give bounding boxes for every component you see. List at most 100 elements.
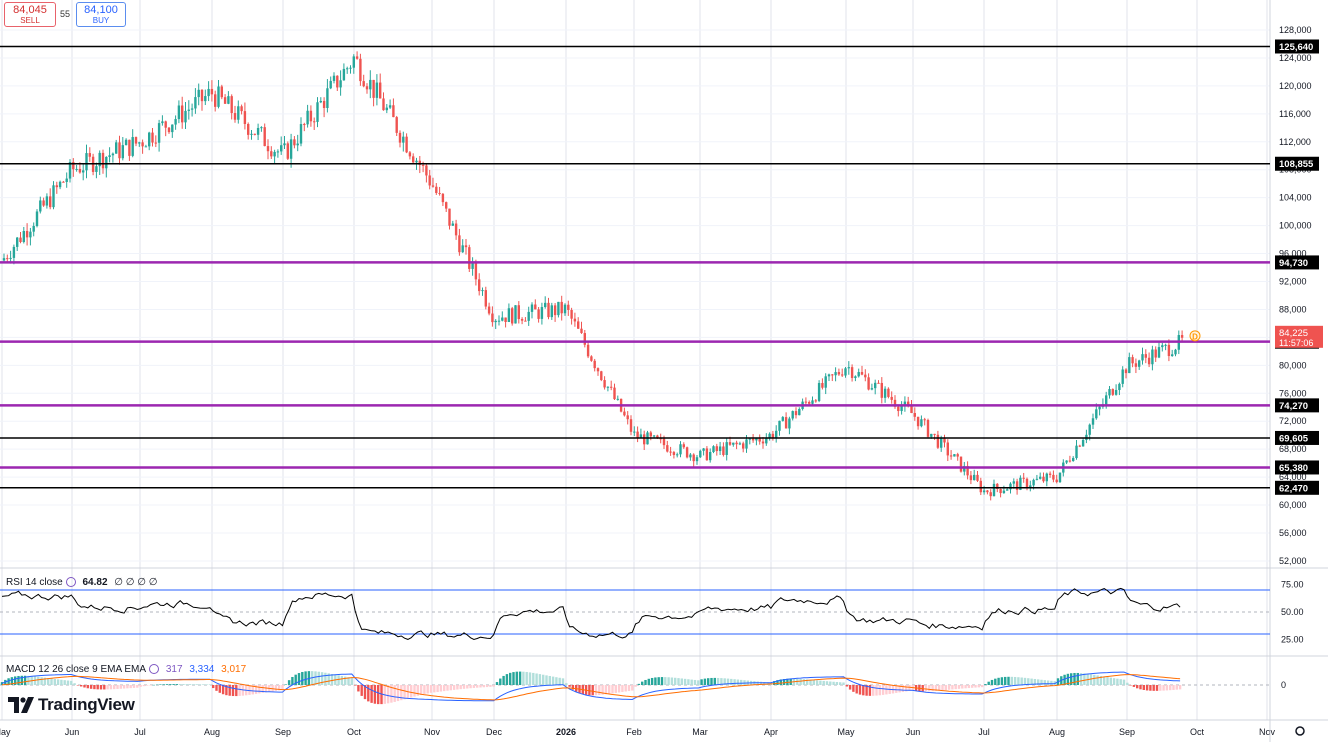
macd-histogram-bar bbox=[1007, 676, 1010, 685]
macd-histogram-bar bbox=[0, 682, 4, 685]
candle-body bbox=[791, 411, 794, 419]
time-axis-label: May bbox=[0, 727, 11, 737]
candle-body bbox=[336, 75, 339, 88]
macd-histogram-bar bbox=[360, 685, 363, 696]
candle-body bbox=[537, 309, 540, 319]
candle-body bbox=[210, 88, 214, 95]
candle-body bbox=[652, 435, 656, 437]
macd-histogram-bar bbox=[456, 685, 459, 690]
candle-body bbox=[464, 245, 468, 248]
candle-body bbox=[943, 437, 946, 443]
candle-body bbox=[916, 416, 920, 427]
sell-label: SELL bbox=[20, 16, 40, 25]
candle-body bbox=[649, 432, 652, 437]
macd-histogram-bar bbox=[155, 684, 159, 686]
candle-body bbox=[171, 124, 174, 133]
eye-icon[interactable] bbox=[149, 664, 160, 674]
macd-histogram-bar bbox=[99, 685, 103, 690]
candle-body bbox=[1058, 472, 1062, 483]
macd-legend[interactable]: MACD 12 26 close 9 EMA EMA 317 3,334 3,0… bbox=[6, 664, 246, 675]
macd-histogram-bar bbox=[532, 672, 535, 685]
candle-body bbox=[316, 102, 319, 122]
candle-body bbox=[1019, 477, 1022, 490]
candle-body bbox=[1151, 349, 1154, 365]
candle-body bbox=[623, 411, 626, 416]
macd-histogram-bar bbox=[528, 672, 532, 685]
macd-histogram-bar bbox=[611, 685, 614, 694]
candle-body bbox=[435, 186, 438, 193]
candle-body bbox=[263, 127, 266, 147]
level-price-label: 65,380 bbox=[1279, 463, 1308, 474]
macd-histogram-bar bbox=[845, 685, 848, 687]
macd-histogram-bar bbox=[495, 682, 499, 685]
candle-body bbox=[461, 245, 464, 253]
macd-histogram-bar bbox=[83, 685, 86, 688]
macd-histogram-bar bbox=[380, 685, 383, 705]
candle-body bbox=[689, 454, 692, 458]
macd-histogram-bar bbox=[967, 685, 971, 689]
candle-body bbox=[956, 454, 959, 457]
candle-body bbox=[458, 235, 461, 253]
macd-histogram-bar bbox=[825, 681, 829, 685]
macd-histogram-bar bbox=[146, 685, 149, 686]
price-tick-label: 120,000 bbox=[1279, 81, 1312, 91]
candle-body bbox=[923, 419, 926, 421]
candle-body bbox=[550, 305, 553, 318]
macd-histogram-bar bbox=[1106, 677, 1109, 685]
macd-histogram-bar bbox=[799, 678, 802, 685]
candle-body bbox=[603, 380, 606, 388]
macd-histogram-bar bbox=[538, 674, 542, 685]
eye-icon[interactable] bbox=[65, 577, 76, 587]
macd-histogram-bar bbox=[928, 685, 931, 692]
sell-button[interactable]: 84,045 SELL bbox=[4, 2, 56, 27]
rsi-legend[interactable]: RSI 14 close 64.82 ∅ ∅ ∅ ∅ bbox=[6, 577, 157, 588]
candle-body bbox=[613, 387, 616, 400]
candle-body bbox=[831, 374, 834, 376]
candle-body bbox=[220, 86, 223, 98]
candle-body bbox=[560, 301, 563, 314]
candle-body bbox=[2, 258, 6, 261]
candle-body bbox=[322, 100, 326, 109]
time-axis-label: Nov bbox=[424, 727, 441, 737]
macd-histogram-bar bbox=[119, 685, 122, 689]
macd-histogram-bar bbox=[782, 678, 786, 685]
candle-body bbox=[418, 160, 421, 165]
candle-body bbox=[105, 156, 108, 169]
candle-body bbox=[382, 98, 385, 111]
candle-body bbox=[765, 437, 768, 444]
candle-body bbox=[247, 124, 250, 135]
level-price-label: 108,855 bbox=[1279, 159, 1314, 170]
candle-body bbox=[804, 401, 808, 403]
macd-histogram-bar bbox=[281, 685, 284, 690]
macd-histogram-bar bbox=[1122, 679, 1126, 685]
macd-histogram-bar bbox=[492, 685, 495, 687]
candle-body bbox=[854, 376, 857, 378]
buy-button[interactable]: 84,100 BUY bbox=[76, 2, 126, 27]
macd-histogram-bar bbox=[76, 685, 80, 686]
macd-histogram-bar bbox=[274, 685, 278, 691]
macd-histogram-bar bbox=[320, 672, 324, 685]
macd-histogram-bar bbox=[1132, 685, 1136, 687]
macd-histogram-bar bbox=[472, 685, 476, 688]
macd-histogram-bar bbox=[195, 684, 198, 685]
candle-body bbox=[1052, 474, 1055, 480]
candle-body bbox=[507, 308, 511, 322]
candle-body bbox=[682, 444, 685, 448]
candle-body bbox=[402, 136, 405, 143]
macd-histogram-bar bbox=[977, 685, 980, 688]
candle-body bbox=[775, 430, 778, 439]
macd-title: MACD 12 26 close 9 EMA EMA bbox=[6, 664, 147, 675]
candle-body bbox=[1095, 409, 1098, 419]
macd-histogram-bar bbox=[225, 685, 228, 696]
tradingview-logo[interactable]: TradingView bbox=[8, 694, 135, 716]
macd-histogram-bar bbox=[806, 679, 809, 685]
macd-histogram-bar bbox=[403, 685, 406, 700]
macd-histogram-bar bbox=[1139, 685, 1142, 690]
macd-histogram-bar bbox=[1027, 678, 1030, 685]
candle-body bbox=[610, 386, 613, 388]
candle-body bbox=[887, 388, 890, 397]
macd-histogram-bar bbox=[340, 675, 344, 685]
time-axis-label: Feb bbox=[626, 727, 642, 737]
level-price-tag bbox=[1275, 480, 1319, 495]
